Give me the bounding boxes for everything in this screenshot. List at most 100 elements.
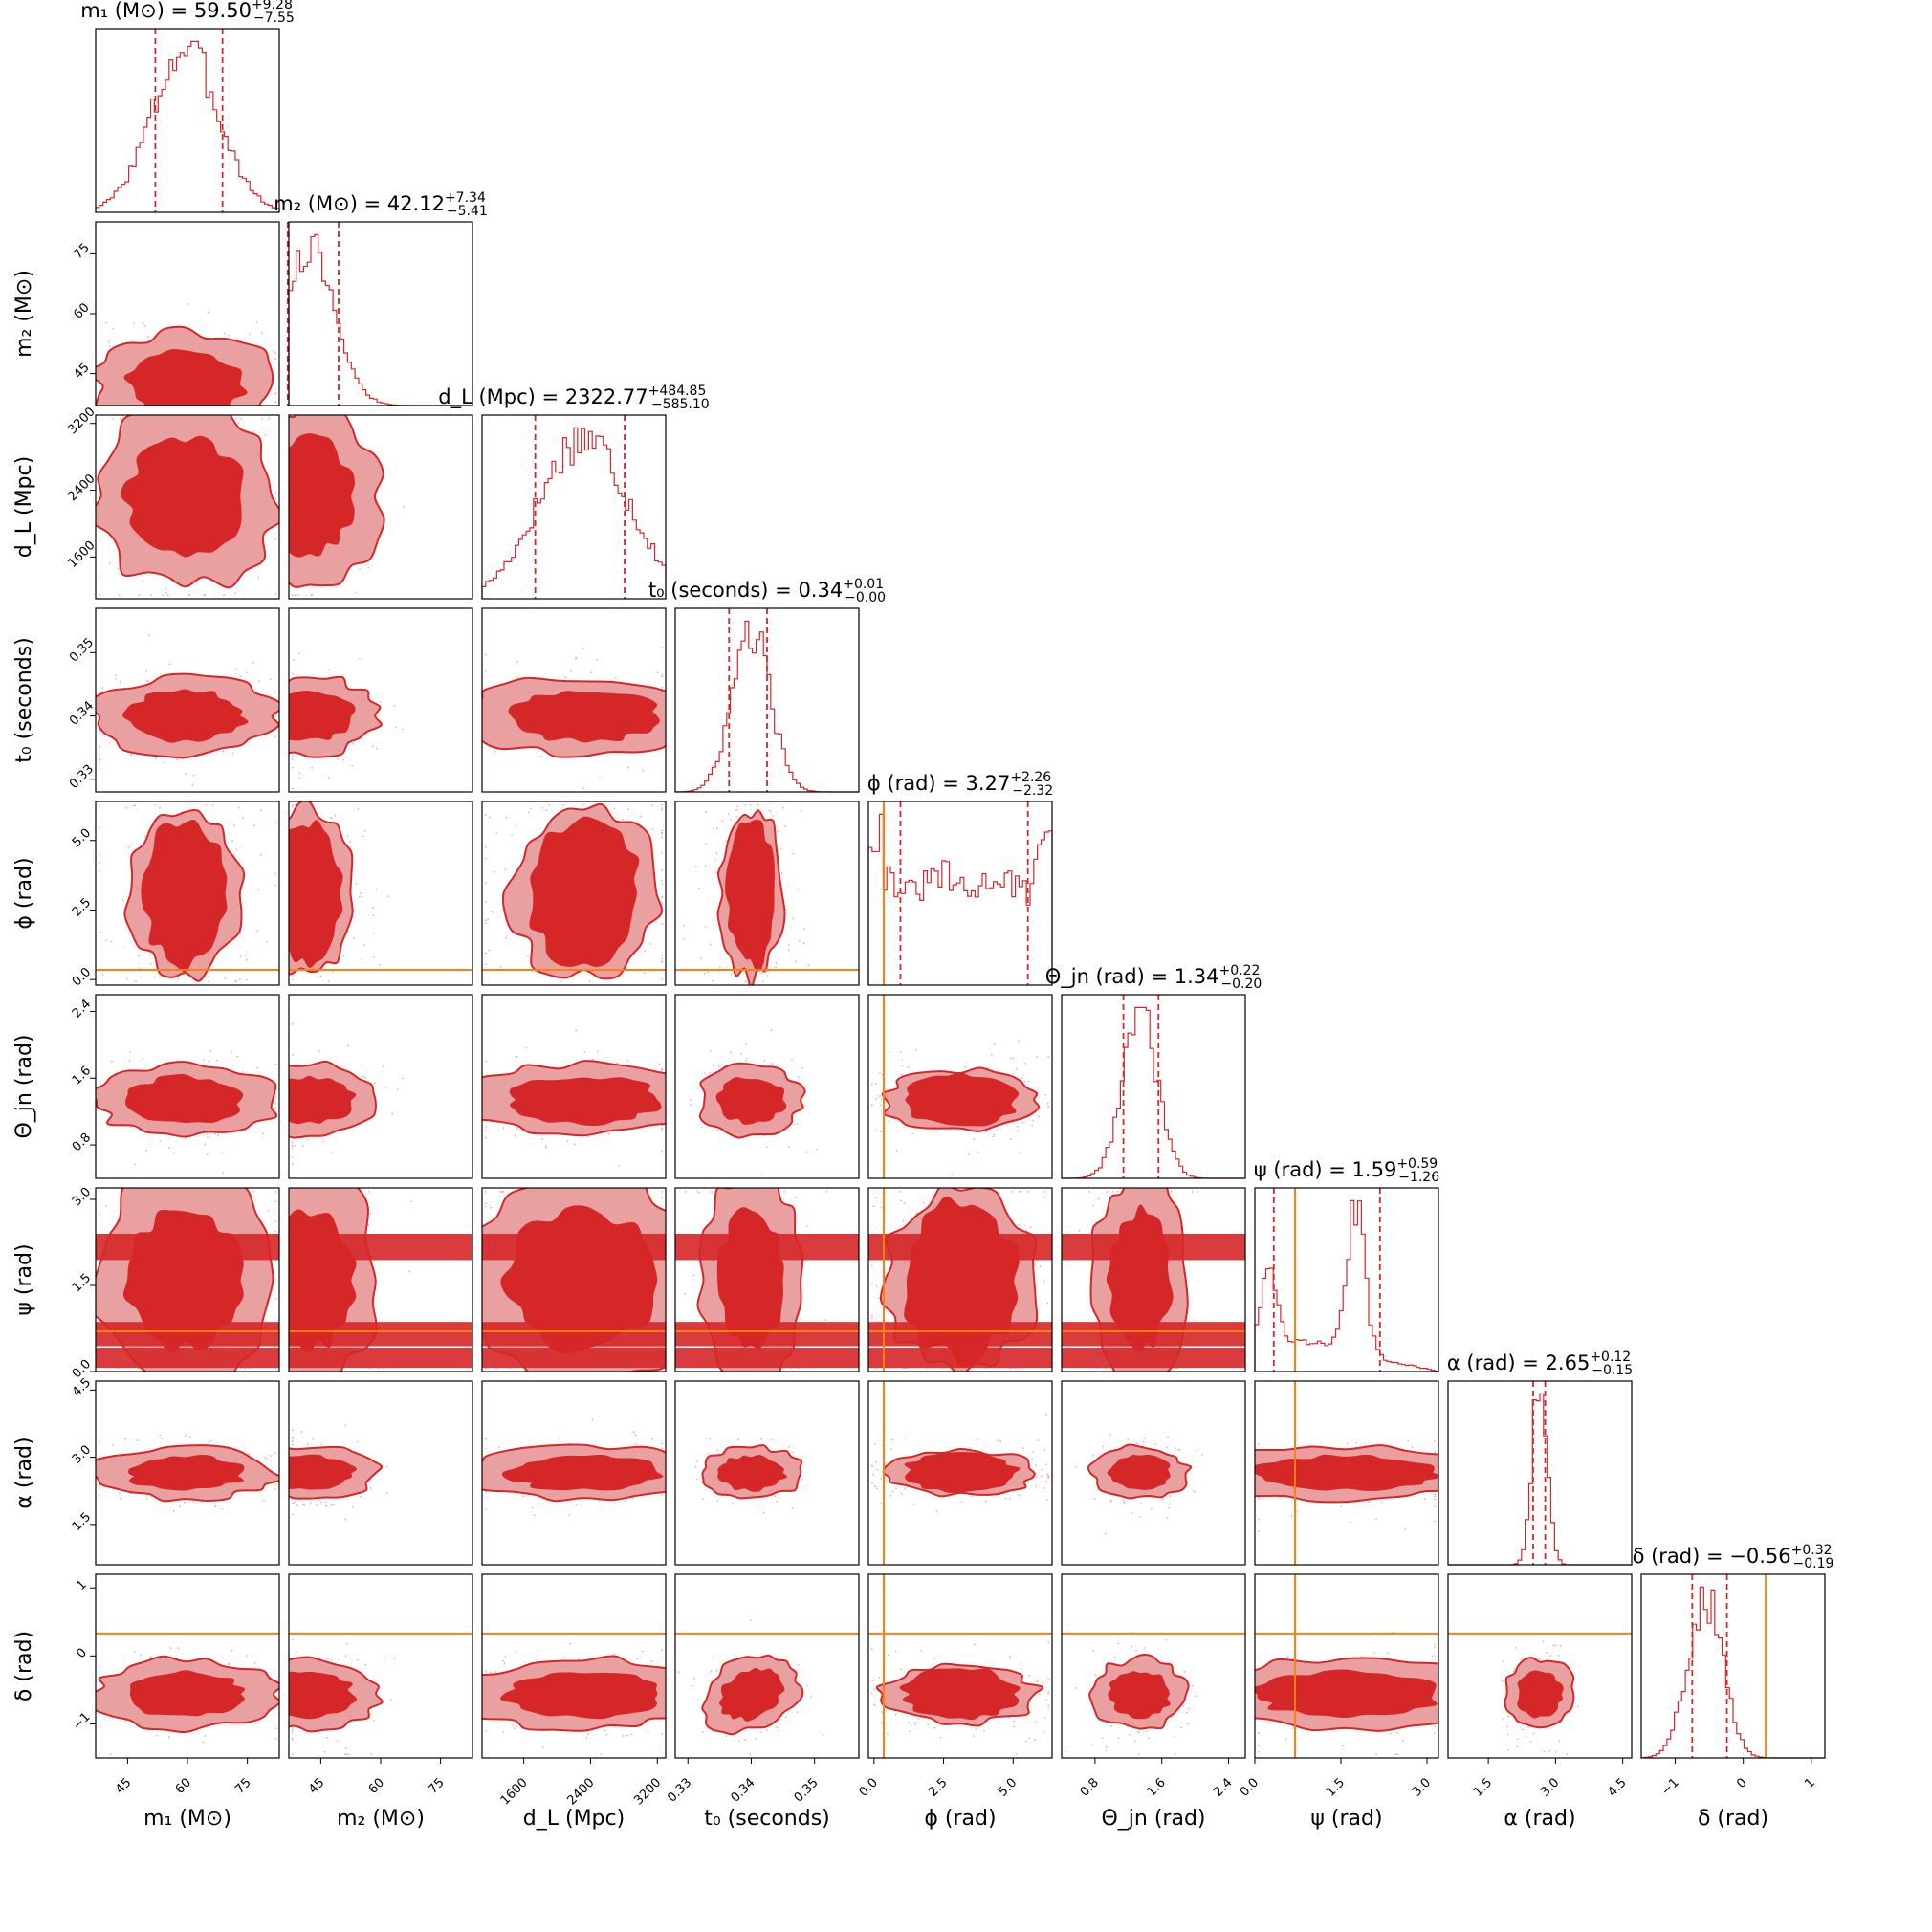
sample-point: [511, 834, 513, 836]
sample-point: [1047, 1692, 1049, 1695]
panel-frame: [95, 1380, 280, 1566]
panel-alpha-vs-m2: [288, 1380, 473, 1566]
sample-point: [1015, 1067, 1018, 1070]
sample-point: [1013, 1720, 1016, 1723]
sample-point: [785, 1716, 787, 1719]
sample-point: [1065, 1750, 1066, 1753]
sample-point: [292, 1638, 294, 1641]
panel-frame: [288, 1380, 473, 1566]
sample-point: [372, 745, 374, 747]
sample-point: [1434, 1440, 1436, 1442]
sample-point: [872, 1205, 875, 1208]
sample-point: [372, 955, 375, 958]
sample-point: [802, 942, 805, 944]
sample-point: [274, 1298, 277, 1300]
sample-point: [99, 575, 100, 578]
sample-point: [252, 1126, 253, 1129]
panel-psi-vs-phi: [867, 1187, 1053, 1372]
sample-point: [795, 1197, 798, 1198]
sample-point: [485, 919, 487, 921]
panel-m2-vs-m1: [95, 221, 280, 406]
sample-point: [1039, 1693, 1041, 1696]
sample-point: [881, 1073, 884, 1076]
sample-point: [485, 922, 487, 925]
sample-point: [379, 963, 382, 966]
sample-point: [721, 820, 724, 822]
sample-point: [622, 818, 625, 821]
panel-phi-vs-t0: [674, 801, 860, 986]
sample-point: [778, 1723, 780, 1725]
sample-point: [627, 808, 629, 811]
contour-band: [96, 1322, 279, 1347]
sample-point: [1043, 1280, 1045, 1283]
sample-point: [346, 835, 349, 838]
sample-point: [757, 808, 759, 810]
sample-point: [744, 1739, 746, 1741]
sample-point: [187, 303, 189, 305]
sample-point: [168, 663, 171, 666]
sample-point: [807, 963, 810, 966]
sample-point: [268, 418, 271, 420]
sample-point: [99, 931, 102, 933]
sample-point: [292, 1443, 294, 1445]
sample-point: [393, 704, 396, 707]
sample-point: [698, 888, 700, 889]
sample-point: [503, 1662, 506, 1665]
sample-point: [1355, 1442, 1358, 1444]
sample-point: [570, 670, 573, 672]
sample-point: [705, 810, 707, 813]
sample-point: [596, 1050, 599, 1053]
sample-point: [1107, 1191, 1109, 1193]
sample-point: [784, 825, 786, 827]
contour-68: [129, 1670, 245, 1717]
panel-frame: [288, 414, 473, 600]
sample-point: [605, 1734, 608, 1736]
sample-point: [274, 352, 277, 355]
sample-point: [119, 1492, 121, 1495]
sample-point: [566, 1140, 569, 1142]
contour-band: [482, 1234, 666, 1261]
sample-point: [485, 882, 487, 884]
sample-point: [787, 944, 790, 946]
sample-point: [112, 418, 114, 420]
sample-point: [292, 1440, 294, 1442]
sample-point: [1004, 1497, 1007, 1500]
sample-point: [630, 1733, 633, 1736]
sample-point: [954, 1174, 956, 1175]
sample-point: [292, 1753, 294, 1755]
sample-point: [875, 1130, 877, 1131]
sample-point: [661, 904, 663, 906]
sample-point: [99, 1439, 100, 1442]
sample-point: [1075, 1466, 1077, 1468]
sample-point: [121, 899, 124, 901]
sample-point: [209, 1060, 210, 1063]
sample-point: [242, 817, 244, 820]
sample-point: [888, 1051, 890, 1053]
sample-point: [367, 566, 370, 569]
sample-point: [1039, 1265, 1042, 1267]
sample-point: [292, 1156, 294, 1158]
sample-point: [505, 817, 508, 819]
sample-point: [274, 1484, 277, 1486]
sample-point: [661, 1150, 663, 1153]
sample-point: [370, 1753, 373, 1755]
contour-band: [482, 1322, 666, 1347]
sample-point: [352, 1506, 354, 1508]
panel-theta-vs-t0: [674, 994, 860, 1179]
sample-point: [702, 1498, 704, 1501]
sample-point: [1035, 1485, 1037, 1487]
sample-point: [485, 857, 487, 860]
sample-point: [177, 1647, 180, 1649]
sample-point: [1012, 1058, 1015, 1060]
sample-point: [977, 1151, 979, 1153]
sample-point: [901, 1065, 904, 1067]
sample-point: [391, 1112, 394, 1115]
sample-point: [292, 1727, 294, 1729]
sample-point: [651, 1438, 653, 1440]
sample-point: [1047, 1105, 1049, 1108]
sample-point: [788, 1446, 791, 1448]
sample-point: [516, 676, 519, 678]
sample-point: [361, 895, 363, 897]
sample-point: [661, 1191, 663, 1193]
sample-point: [485, 1670, 487, 1673]
